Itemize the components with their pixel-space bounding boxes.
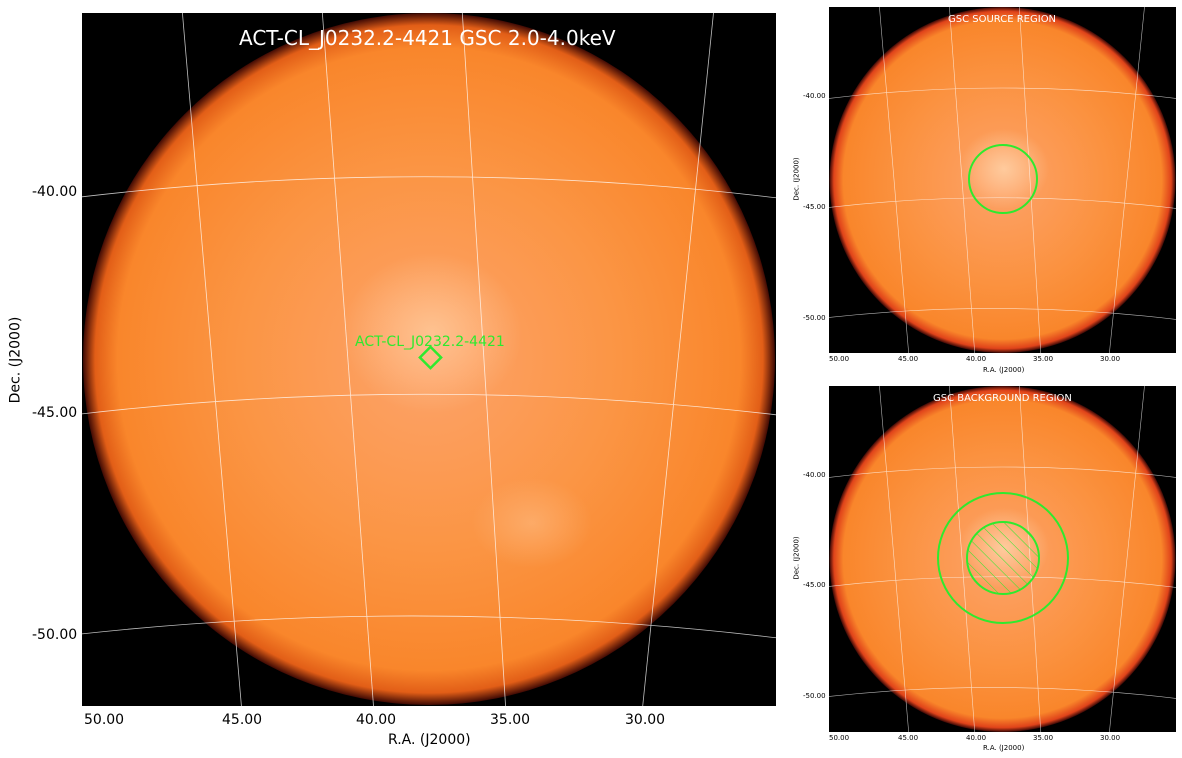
x-tick-label: 40.00 (356, 712, 397, 728)
cluster-emission (342, 253, 522, 413)
source-region-circle (968, 144, 1038, 214)
source-label: ACT-CL_J0232.2-4421 (355, 334, 505, 350)
y-tick-label: -40.00 (32, 184, 78, 200)
coordinate-grid (82, 13, 776, 706)
x-tick-label: 35.00 (1033, 355, 1054, 363)
y-tick-label: -45.00 (32, 405, 78, 421)
main-plot-title: ACT-CL_J0232.2-4421 GSC 2.0-4.0keV (239, 26, 616, 50)
x-tick-label: 45.00 (898, 355, 919, 363)
x-axis-label: R.A. (J2000) (388, 732, 471, 748)
x-tick-label: 50.00 (829, 355, 850, 363)
y-tick-label: -40.00 (803, 92, 826, 100)
x-axis-label: R.A. (J2000) (983, 366, 1025, 374)
background-region-plot[interactable]: GSC BACKGROUND REGION (829, 386, 1176, 732)
main-plot-svg (82, 13, 776, 706)
x-tick-label: 30.00 (1100, 355, 1121, 363)
x-tick-label: 45.00 (898, 734, 919, 742)
x-tick-label: 30.00 (1100, 734, 1121, 742)
x-tick-label: 45.00 (222, 712, 263, 728)
source-marker-diamond (418, 345, 443, 370)
x-tick-label: 40.00 (966, 734, 987, 742)
background-annulus-outer (937, 492, 1069, 624)
background-region-panel: GSC BACKGROUND REGION -40.00 -45.00 -50.… (790, 380, 1182, 758)
x-tick-label: 50.00 (829, 734, 850, 742)
source-region-panel: GSC SOURCE REGION -40.00 -45.00 -50.00 5… (790, 0, 1182, 380)
background-region-title: GSC BACKGROUND REGION (933, 393, 1072, 404)
x-tick-label: 35.00 (1033, 734, 1054, 742)
y-axis-label: Dec. (J2000) (792, 157, 801, 201)
y-axis-label: Dec. (J2000) (792, 536, 801, 580)
y-tick-label: -50.00 (32, 627, 78, 643)
background-region-svg (829, 386, 1176, 732)
y-tick-label: -50.00 (803, 692, 826, 700)
y-tick-label: -45.00 (803, 203, 826, 211)
excluded-region-hatch (967, 522, 1039, 594)
source-region-plot[interactable]: GSC SOURCE REGION (829, 7, 1176, 353)
y-tick-label: -50.00 (803, 314, 826, 322)
source-region-title: GSC SOURCE REGION (948, 14, 1057, 25)
main-plot[interactable]: ACT-CL_J0232.2-4421 GSC 2.0-4.0keV ACT-C… (82, 13, 776, 706)
source-region-svg (829, 7, 1176, 353)
main-panel: ACT-CL_J0232.2-4421 GSC 2.0-4.0keV ACT-C… (7, 13, 776, 748)
x-axis-label: R.A. (J2000) (983, 744, 1025, 752)
y-tick-label: -40.00 (803, 471, 826, 479)
x-tick-label: 30.00 (625, 712, 666, 728)
background-annulus-inner (966, 521, 1040, 595)
y-tick-label: -45.00 (803, 581, 826, 589)
x-tick-label: 50.00 (84, 712, 125, 728)
x-tick-label: 40.00 (966, 355, 987, 363)
y-axis-label: Dec. (J2000) (7, 316, 24, 404)
x-tick-label: 35.00 (490, 712, 531, 728)
